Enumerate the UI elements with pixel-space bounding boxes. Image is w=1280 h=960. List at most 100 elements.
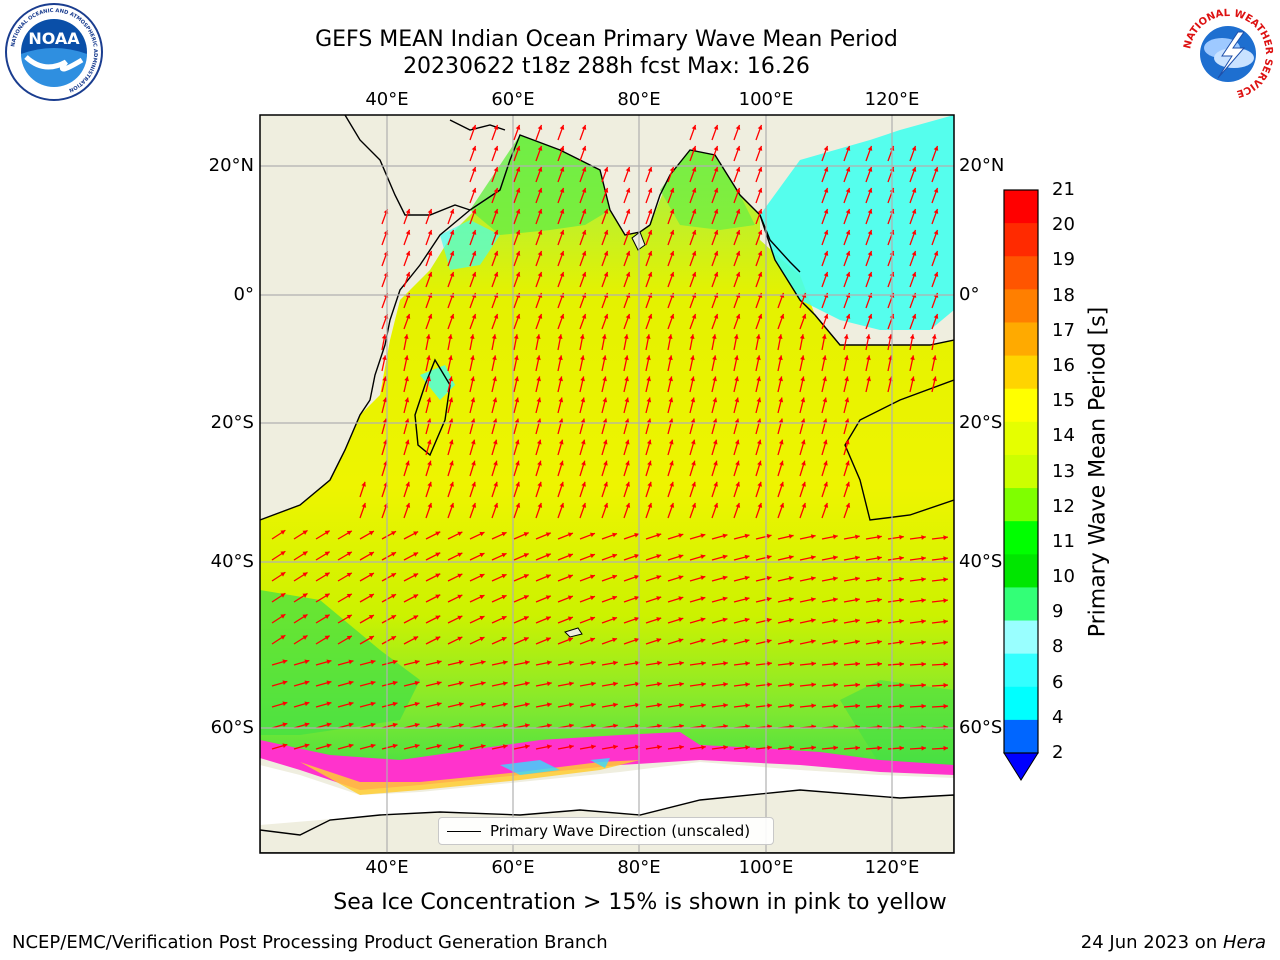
- wave-arrow-head: [458, 702, 464, 707]
- wave-arrow-head: [602, 418, 608, 424]
- wave-arrow-head: [370, 680, 376, 686]
- wave-arrow-head: [722, 533, 728, 539]
- wave-arrow-head: [590, 637, 595, 643]
- wave-arrow-head: [435, 594, 441, 599]
- wave-arrow-head: [911, 145, 917, 151]
- colorbar-tick-label: 2: [1052, 742, 1064, 763]
- wave-arrow-head: [700, 554, 706, 560]
- wave-arrow-head: [346, 572, 352, 578]
- wave-arrow-head: [391, 615, 397, 620]
- wave-arrow-head: [567, 574, 573, 579]
- wave-arrow-head: [413, 552, 419, 557]
- colorbar-segment: [1004, 488, 1038, 522]
- wave-arrow-head: [435, 552, 441, 557]
- wave-arrow-head: [368, 636, 374, 641]
- wave-arrow-head: [833, 682, 838, 688]
- wave-arrow-head: [368, 573, 374, 578]
- wave-arrow-head: [634, 553, 640, 559]
- wave-arrow-head: [436, 701, 442, 707]
- colorbar-tick-label: 9: [1052, 601, 1064, 623]
- wave-arrow-head: [911, 271, 917, 277]
- wave-arrow-head: [469, 334, 475, 340]
- wave-arrow-head: [877, 682, 882, 688]
- wave-arrow-head: [479, 552, 485, 558]
- wave-arrow-head: [625, 208, 631, 214]
- wave-arrow-head: [492, 355, 497, 361]
- wave-arrow-head: [348, 701, 354, 707]
- wave-arrow-head: [669, 481, 674, 487]
- wave-arrow-head: [647, 271, 653, 277]
- wave-arrow-head: [559, 481, 564, 487]
- wave-arrow-head: [744, 554, 750, 560]
- wave-arrow-head: [435, 636, 441, 641]
- wave-arrow-head: [590, 660, 596, 666]
- wave-arrow-head: [471, 166, 477, 172]
- wave-arrow-head: [624, 439, 630, 445]
- wave-arrow-head: [690, 397, 696, 403]
- wave-arrow-head: [744, 533, 750, 539]
- wave-arrow-head: [535, 334, 541, 340]
- coastlines: [260, 115, 954, 521]
- wave-arrow-head: [845, 481, 850, 487]
- wave-arrow-head: [280, 635, 286, 640]
- wave-arrow-head: [877, 597, 882, 603]
- wave-arrow-head: [515, 460, 520, 466]
- wave-arrow-head: [855, 639, 860, 645]
- wave-arrow-head: [668, 355, 673, 361]
- wave-arrow-head: [480, 702, 486, 707]
- wave-arrow-head: [855, 745, 860, 751]
- wave-arrow-head: [537, 229, 543, 235]
- wave-arrow-head: [810, 555, 816, 560]
- wave-arrow-head: [811, 661, 816, 667]
- wave-arrow-head: [778, 397, 784, 403]
- wave-arrow-head: [657, 681, 662, 687]
- wave-arrow-head: [448, 397, 454, 403]
- wave-arrow-head: [568, 702, 574, 708]
- wave-arrow-head: [326, 680, 332, 686]
- wave-arrow-head: [501, 574, 507, 579]
- wave-arrow-head: [899, 661, 904, 667]
- wave-arrow-head: [368, 552, 374, 557]
- wave-arrow-head: [823, 229, 829, 235]
- wave-arrow-head: [326, 722, 332, 728]
- wave-arrow-head: [845, 313, 851, 319]
- map-legend: Primary Wave Direction (unscaled): [438, 817, 774, 845]
- wave-arrow-head: [458, 723, 464, 728]
- wave-arrow-head: [302, 572, 308, 577]
- wave-arrow-head: [613, 723, 618, 729]
- wave-arrow-head: [471, 187, 477, 193]
- wave-arrow-head: [368, 615, 374, 620]
- wave-arrow-head: [756, 439, 762, 445]
- wave-arrow-head: [722, 596, 728, 602]
- wave-arrow-head: [282, 659, 288, 664]
- wave-arrow-head: [559, 187, 565, 193]
- wave-arrow-head: [559, 313, 565, 319]
- wave-arrow-head: [491, 334, 497, 340]
- wave-arrow-head: [832, 639, 838, 645]
- wave-arrow-head: [515, 250, 521, 256]
- wave-arrow-head: [361, 481, 366, 487]
- wave-arrow-head: [302, 530, 308, 535]
- lon-label-top: 120°E: [864, 89, 920, 110]
- wave-arrow-head: [843, 334, 849, 340]
- wave-arrow-head: [911, 229, 917, 235]
- wave-arrow-head: [723, 703, 728, 708]
- wave-arrow-head: [559, 124, 565, 130]
- wave-arrow-head: [546, 702, 552, 708]
- wave-arrow-head: [766, 554, 772, 560]
- lon-label-bottom: 80°E: [617, 857, 661, 878]
- wave-arrow-head: [559, 166, 565, 172]
- wave-arrow-head: [536, 397, 542, 403]
- wave-arrow-head: [603, 166, 609, 172]
- wave-arrow-head: [457, 531, 463, 537]
- wave-arrow-head: [734, 418, 740, 424]
- lon-label-top: 40°E: [365, 89, 409, 110]
- wave-arrow-head: [823, 481, 828, 487]
- wave-arrow-head: [832, 597, 838, 603]
- wave-arrow-head: [933, 313, 939, 319]
- wave-arrow-head: [899, 534, 904, 540]
- wave-arrow-head: [493, 187, 499, 193]
- wave-arrow-head: [613, 660, 618, 666]
- lat-label-right: 60°S: [959, 717, 1003, 738]
- wave-arrow-head: [767, 745, 772, 750]
